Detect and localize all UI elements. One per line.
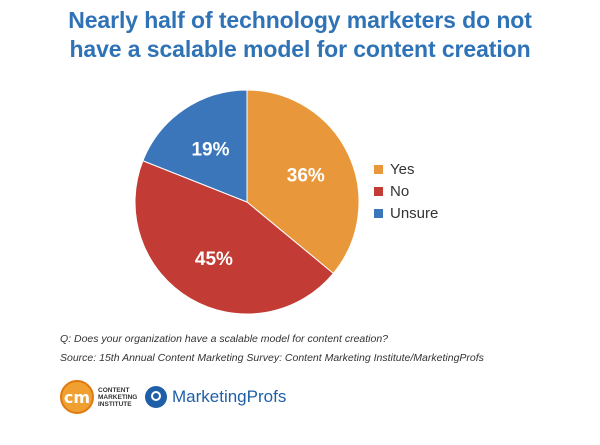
pie-label-no: 45% — [195, 249, 233, 270]
chart-notes: Q: Does your organization have a scalabl… — [60, 330, 484, 368]
pie-label-yes: 36% — [287, 165, 325, 186]
legend-label-unsure: Unsure — [390, 204, 439, 222]
pie-slice-yes — [246, 89, 360, 275]
survey-question: Q: Does your organization have a scalabl… — [60, 333, 389, 345]
pie-label-unsure: 19% — [191, 139, 229, 160]
legend: Yes No Unsure — [374, 158, 438, 224]
marketingprofs-logo-text: MarketingProfs — [172, 387, 287, 406]
legend-item-unsure: Unsure — [374, 202, 438, 224]
legend-swatch-unsure — [374, 208, 383, 218]
cmi-logo-mark: cm — [60, 380, 94, 414]
legend-item-no: No — [374, 180, 438, 202]
pie-slice-unsure — [142, 89, 248, 203]
marketingprofs-logo-icon — [145, 386, 167, 408]
cmi-logo: cm Content Marketing Institute — [60, 380, 158, 414]
legend-swatch-yes — [374, 164, 383, 174]
title-line-1: Nearly half of technology marketers do n… — [68, 7, 532, 33]
legend-label-no: No — [390, 182, 410, 200]
legend-swatch-no — [374, 186, 383, 196]
chart-title: Nearly half of technology marketers do n… — [0, 6, 600, 64]
pie-slice-no — [134, 160, 335, 315]
legend-label-yes: Yes — [390, 160, 415, 178]
source-note: Source: 15th Annual Content Marketing Su… — [60, 352, 484, 364]
pie-slices — [134, 89, 360, 315]
legend-item-yes: Yes — [374, 158, 438, 180]
pie-labels: 36% 45% 19% — [191, 139, 324, 270]
title-line-2: have a scalable model for content creati… — [69, 36, 531, 62]
marketingprofs-logo: MarketingProfs — [145, 386, 286, 408]
cmi-logo-text: Content Marketing Institute — [98, 386, 138, 408]
